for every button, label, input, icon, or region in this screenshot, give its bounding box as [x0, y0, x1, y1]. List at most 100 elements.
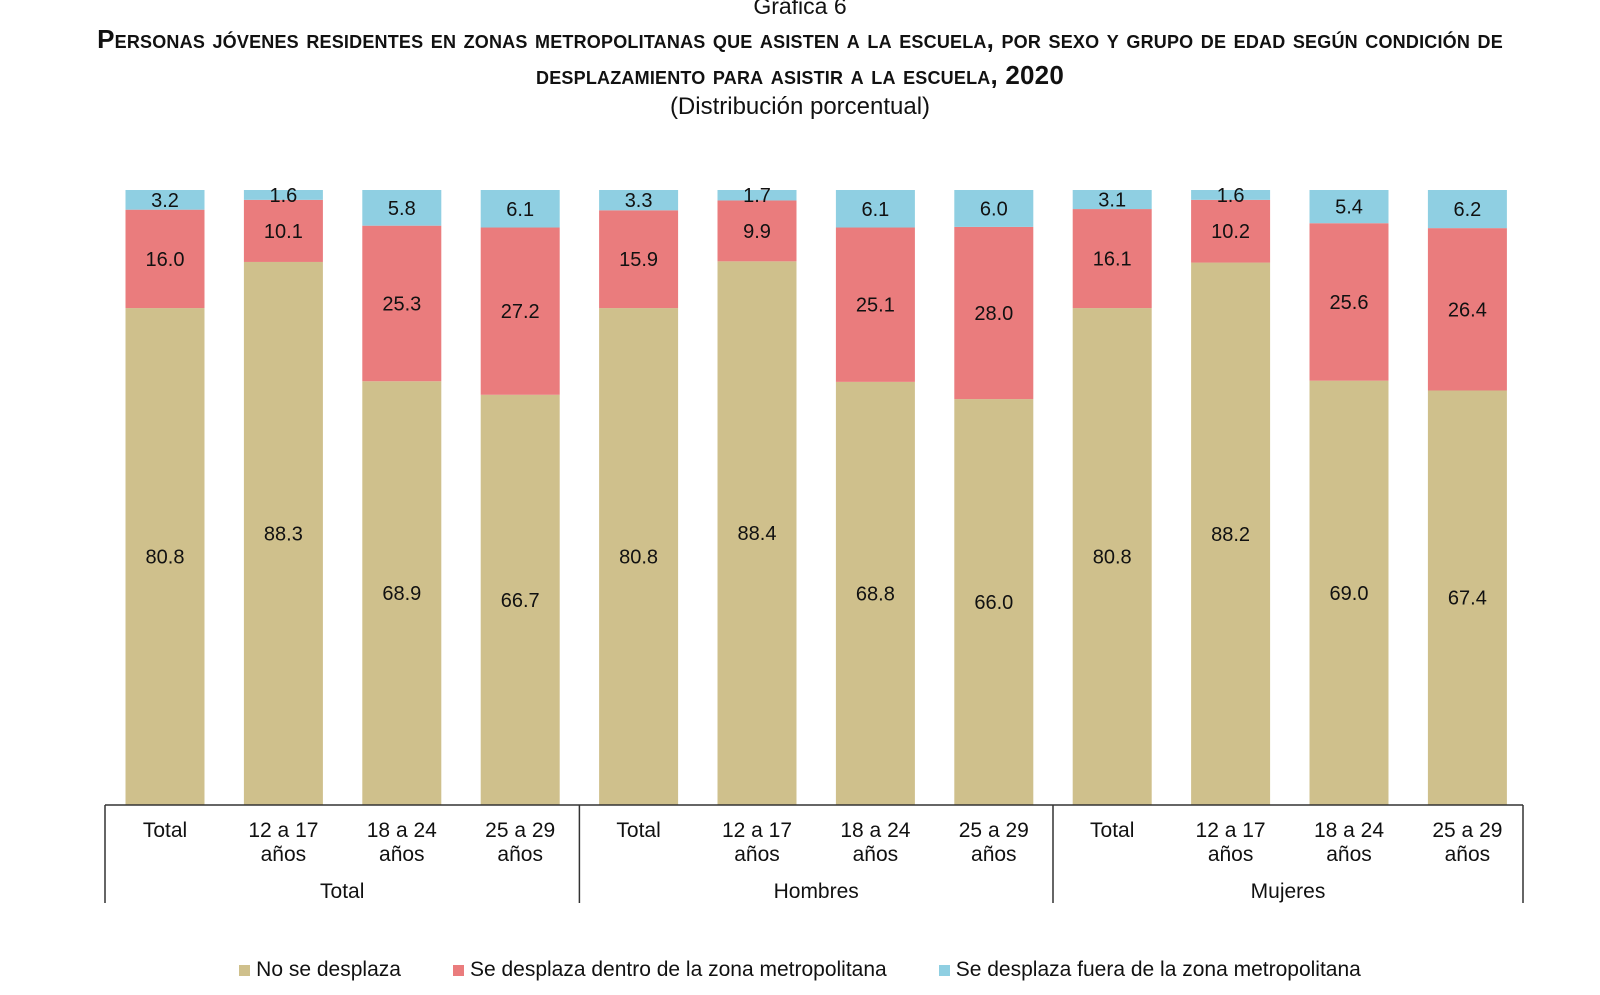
- data-label: 3.1: [1098, 190, 1126, 212]
- bar-segment: [362, 190, 442, 226]
- legend-item: Se desplaza fuera de la zona metropolita…: [938, 958, 1361, 982]
- x-tick-label: Total: [1090, 819, 1134, 842]
- data-label: 80.8: [146, 547, 185, 569]
- chart-header: Gráfica 6 Personas jóvenes residentes en…: [0, 0, 1600, 121]
- bar-segment: [1191, 199, 1271, 263]
- bar-segment: [717, 261, 797, 806]
- data-label: 5.4: [1335, 197, 1363, 219]
- data-label: 27.2: [501, 301, 540, 323]
- bar-segment: [599, 210, 679, 309]
- bar-segment: [1191, 190, 1271, 200]
- data-label: 25.1: [856, 295, 895, 317]
- group-label: Hombres: [774, 880, 859, 903]
- legend-item: Se desplaza dentro de la zona metropolit…: [452, 958, 887, 982]
- bar-segment: [1427, 390, 1507, 805]
- bar-segment: [480, 227, 560, 395]
- data-label: 6.1: [861, 199, 889, 221]
- data-label: 6.2: [1453, 199, 1481, 221]
- data-label: 66.0: [974, 592, 1013, 614]
- data-label: 88.4: [738, 523, 777, 545]
- data-label: 1.6: [1217, 185, 1245, 207]
- data-label: 5.8: [388, 198, 416, 220]
- bar-segment: [954, 399, 1034, 805]
- bar-segment: [954, 226, 1034, 400]
- bar-segment: [1427, 190, 1507, 229]
- bar-segment: [1072, 209, 1152, 309]
- x-tick-label: 12 a 17 años: [722, 819, 792, 866]
- bar-segment: [480, 190, 560, 228]
- data-label: 26.4: [1448, 299, 1487, 321]
- x-tick-label: 25 a 29 años: [959, 819, 1029, 866]
- legend-item: No se desplaza: [239, 958, 401, 982]
- bar-segment: [1309, 190, 1389, 224]
- bar-segment: [1309, 223, 1389, 381]
- data-label: 28.0: [974, 303, 1013, 325]
- data-label: 16.1: [1093, 249, 1132, 271]
- bar-segment: [243, 199, 323, 262]
- data-label: 16.0: [146, 249, 185, 271]
- bar-segment: [1309, 380, 1389, 805]
- data-label: 68.8: [856, 583, 895, 605]
- legend-label: No se desplaza: [256, 958, 401, 981]
- data-label: 80.8: [619, 547, 658, 569]
- data-label: 15.9: [619, 249, 658, 271]
- bar-segment: [243, 190, 323, 200]
- bar-segment: [125, 308, 205, 805]
- data-label: 67.4: [1448, 588, 1487, 610]
- data-label: 3.3: [625, 190, 653, 212]
- data-label: 9.9: [743, 221, 771, 243]
- bar-segment: [835, 227, 915, 382]
- x-tick-label: 12 a 17 años: [248, 819, 318, 866]
- data-label: 6.1: [506, 199, 534, 221]
- data-label: 88.2: [1211, 524, 1250, 546]
- x-tick-label: 25 a 29 años: [1432, 819, 1502, 866]
- data-label: 10.2: [1211, 221, 1250, 243]
- bar-segment: [717, 190, 797, 201]
- x-tick-label: Total: [616, 819, 660, 842]
- group-label: Total: [320, 880, 364, 903]
- x-tick-label: Total: [143, 819, 187, 842]
- bar-segment: [835, 190, 915, 228]
- x-tick-label: 25 a 29 años: [485, 819, 555, 866]
- bar-segment: [125, 190, 205, 210]
- bar-segment: [362, 225, 442, 382]
- data-label: 25.3: [382, 293, 421, 315]
- x-tick-label: 18 a 24 años: [840, 819, 910, 866]
- bar-segment: [717, 200, 797, 262]
- bar-segment: [1191, 262, 1271, 805]
- data-label: 66.7: [501, 590, 540, 612]
- data-label: 88.3: [264, 523, 303, 545]
- data-label: 69.0: [1330, 583, 1369, 605]
- bar-segment: [954, 190, 1034, 227]
- legend-label: Se desplaza fuera de la zona metropolita…: [955, 958, 1361, 981]
- data-label: 6.0: [980, 198, 1008, 220]
- bar-segment: [125, 209, 205, 309]
- data-label: 10.1: [264, 221, 303, 243]
- stacked-bar-chart: 80.8 16.0 3.2 88.3 10.1 1.6 68.9 25.3 5.8 66.7 27.…: [104, 185, 1524, 903]
- x-tick-label: 18 a 24 años: [367, 819, 437, 866]
- x-tick-label: 18 a 24 años: [1314, 819, 1384, 866]
- legend-swatch: [452, 964, 464, 976]
- bar-segment: [599, 308, 679, 805]
- legend-label: Se desplaza dentro de la zona metropolit…: [469, 958, 887, 981]
- data-label: 3.2: [151, 190, 179, 212]
- bar-segment: [362, 381, 442, 805]
- chart-number: Gráfica 6: [753, 0, 847, 19]
- bar-segment: [835, 381, 915, 805]
- data-label: 1.6: [269, 185, 297, 207]
- legend-swatch: [239, 964, 251, 976]
- chart-legend: No se desplaza Se desplaza dentro de la z…: [0, 958, 1600, 982]
- group-label: Mujeres: [1251, 880, 1326, 903]
- legend-swatch: [938, 964, 950, 976]
- data-label: 68.9: [382, 583, 421, 605]
- bar-segment: [599, 190, 679, 211]
- bar-segment: [1072, 190, 1152, 210]
- data-label: 1.7: [743, 185, 771, 207]
- bar-segment: [1072, 308, 1152, 805]
- bar-segment: [243, 261, 323, 806]
- chart-title: Personas jóvenes residentes en zonas met…: [97, 24, 1503, 90]
- bar-segment: [1427, 228, 1507, 391]
- chart-subtitle: (Distribución porcentual): [669, 93, 931, 120]
- data-label: 25.6: [1330, 292, 1369, 314]
- bar-segment: [480, 394, 560, 805]
